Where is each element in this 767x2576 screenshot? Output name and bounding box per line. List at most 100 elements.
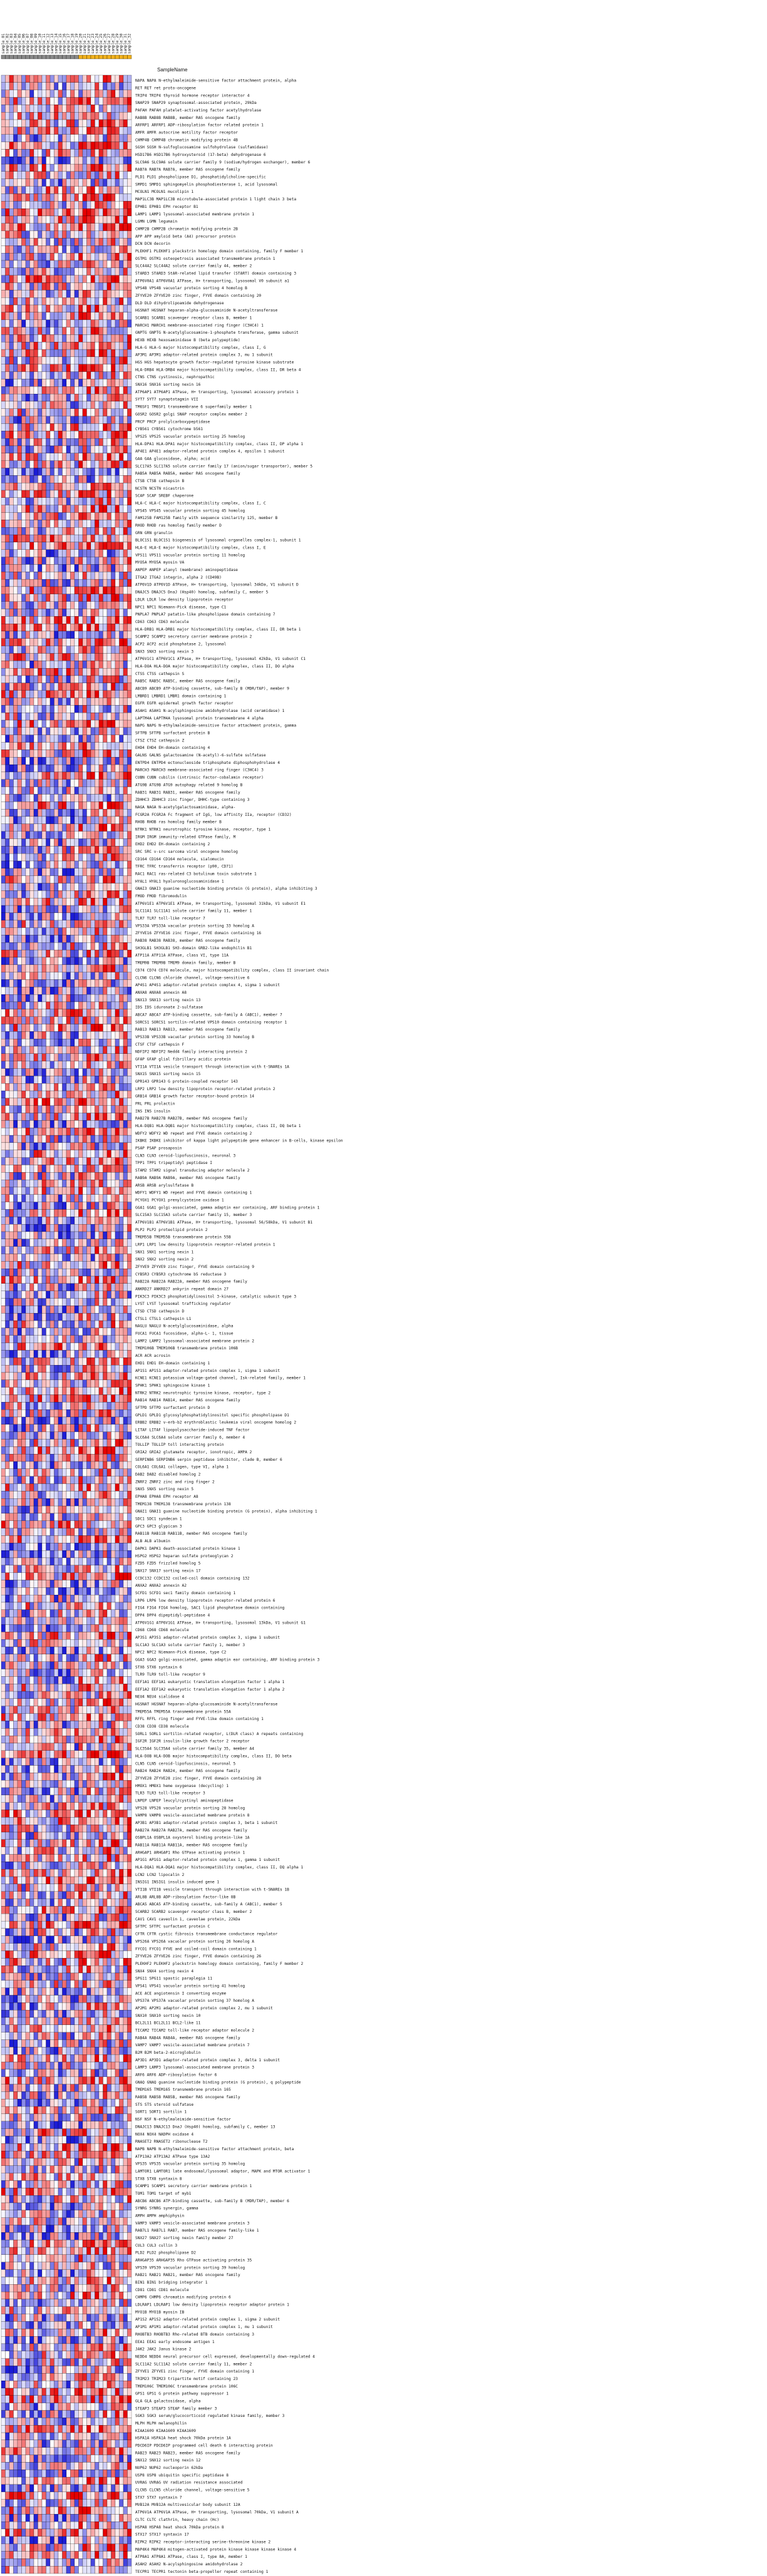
heatmap-cell [54,157,59,165]
heatmap-cell [78,1202,83,1210]
heatmap-cell [98,542,103,550]
heatmap-cell [21,112,26,120]
heatmap-cell [17,171,22,179]
heatmap-cell [62,905,67,914]
heatmap-cell [21,786,26,795]
heatmap-cell [25,1024,30,1032]
heatmap-cell [17,312,22,320]
heatmap-cell [66,97,71,105]
heatmap-cell [82,126,87,135]
heatmap-cell [82,260,87,268]
heatmap-cell [103,386,108,394]
heatmap-cell [95,994,100,1002]
heatmap-cell [5,1187,10,1195]
heatmap-cell [49,905,54,914]
heatmap-cell [9,186,14,194]
heatmap-cell [66,809,71,817]
heatmap-cell [9,1150,14,1158]
heatmap-cell [9,942,14,951]
heatmap-cell [9,245,14,254]
heatmap-cell [66,304,71,312]
heatmap-cell [9,1194,14,1202]
heatmap-cell [127,764,132,773]
heatmap-cell [17,201,22,209]
heatmap-cell [9,675,14,683]
heatmap-cell [9,719,14,728]
heatmap-cell [49,542,54,550]
heatmap-cell [123,401,128,409]
heatmap-cell [21,297,26,306]
heatmap-cell [38,238,43,246]
heatmap-cell [54,1068,59,1076]
heatmap-cell [21,609,26,617]
heatmap-cell [66,208,71,217]
heatmap-cell [17,646,22,654]
heatmap-cell [21,719,26,728]
heatmap-cell [41,1157,46,1165]
heatmap-cell [66,157,71,165]
heatmap-cell [82,1179,87,1188]
heatmap-cell [106,475,111,483]
heatmap-cell [82,853,87,862]
heatmap-cell [46,1172,51,1180]
heatmap-cell [5,764,10,773]
heatmap-cell [46,356,51,364]
heatmap-cell [29,979,34,987]
heatmap-cell [74,460,79,468]
heatmap-cell [17,520,22,528]
heatmap-cell [106,1150,111,1158]
heatmap-cell [82,949,87,958]
heatmap-cell [49,586,54,594]
heatmap-cell [111,379,116,387]
heatmap-cell [49,912,54,920]
heatmap-cell [41,223,46,231]
heatmap-cell [9,512,14,520]
heatmap-cell [13,349,18,358]
heatmap-cell [123,668,128,676]
heatmap-cell [119,267,124,276]
heatmap-cell [58,1001,63,1009]
heatmap-cell [38,594,43,602]
heatmap-cell [29,890,34,899]
heatmap-cell [111,786,116,795]
heatmap-cell [66,1031,71,1039]
heatmap-cell [66,661,71,669]
heatmap-cell [62,512,67,520]
heatmap-cell [5,505,10,513]
heatmap-cell [29,1187,34,1195]
heatmap-cell [5,624,10,632]
heatmap-cell [38,312,43,320]
heatmap-cell [106,342,111,350]
heatmap-cell [25,505,30,513]
heatmap-cell [38,475,43,483]
heatmap-cell [82,178,87,187]
heatmap-cell [5,178,10,187]
heatmap-cell [95,542,100,550]
heatmap-cell [127,1202,132,1210]
heatmap-cell [98,972,103,980]
heatmap-cell [98,349,103,358]
heatmap-cell [9,178,14,187]
heatmap-cell [70,282,75,291]
heatmap-cell [21,1046,26,1054]
heatmap-cell [9,831,14,839]
heatmap-cell [123,964,128,972]
heatmap-cell [41,468,46,476]
heatmap-cell [54,757,59,765]
heatmap-cell [86,460,91,468]
heatmap-cell [1,750,6,758]
heatmap-cell [127,304,132,312]
heatmap-cell [82,1209,87,1217]
heatmap-cell [86,771,91,780]
heatmap-cell [127,483,132,491]
heatmap-cell [74,927,79,935]
class-bar-cell [123,54,128,59]
heatmap-cell [46,1113,51,1121]
heatmap-cell [54,163,59,172]
heatmap-cell [115,453,120,461]
heatmap-cell [17,1150,22,1158]
heatmap-cell [25,327,30,335]
heatmap-cell [38,178,43,187]
heatmap-cell [49,112,54,120]
heatmap-cell [115,853,120,862]
